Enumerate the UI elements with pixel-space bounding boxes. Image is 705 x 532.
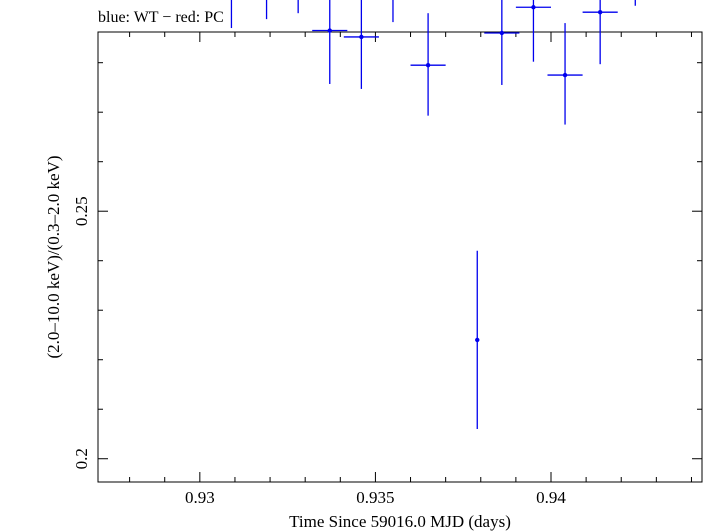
data-marker	[425, 62, 431, 68]
data-point	[297, 0, 299, 14]
data-point	[547, 23, 583, 125]
x-axis-label: Time Since 59016.0 MJD (days)	[289, 512, 511, 531]
data-point	[634, 0, 636, 6]
data-point	[410, 13, 446, 116]
y-axis: 0.20.250.3	[72, 62, 702, 469]
plot-frame	[97, 31, 703, 483]
data-point	[343, 0, 379, 89]
data-marker	[597, 9, 603, 15]
y-axis-label: (2.0–10.0 keV)/(0.3–2.0 keV)	[44, 155, 63, 358]
x-tick-label: 0.93	[185, 488, 215, 507]
data-point	[392, 0, 394, 23]
data-layer	[230, 0, 636, 430]
x-axis: 0.93 0.935 0.94	[129, 32, 692, 507]
data-point	[230, 0, 233, 29]
chart-title: blue: WT − red: PC	[98, 9, 224, 26]
data-point	[475, 250, 480, 430]
data-point	[515, 0, 551, 62]
x-tick-label: 0.935	[356, 488, 394, 507]
data-marker	[562, 72, 568, 78]
data-marker	[499, 30, 505, 36]
data-point	[484, 0, 520, 85]
data-point	[312, 0, 348, 84]
data-marker	[359, 34, 364, 40]
data-point	[265, 0, 268, 20]
x-tick-label: 0.94	[536, 488, 566, 507]
data-marker	[531, 5, 536, 10]
y-tick-label: 0.25	[72, 196, 91, 226]
data-point	[582, 0, 618, 65]
y-tick-label: 0.2	[72, 448, 91, 469]
data-marker	[475, 337, 480, 343]
data-marker	[327, 28, 332, 33]
